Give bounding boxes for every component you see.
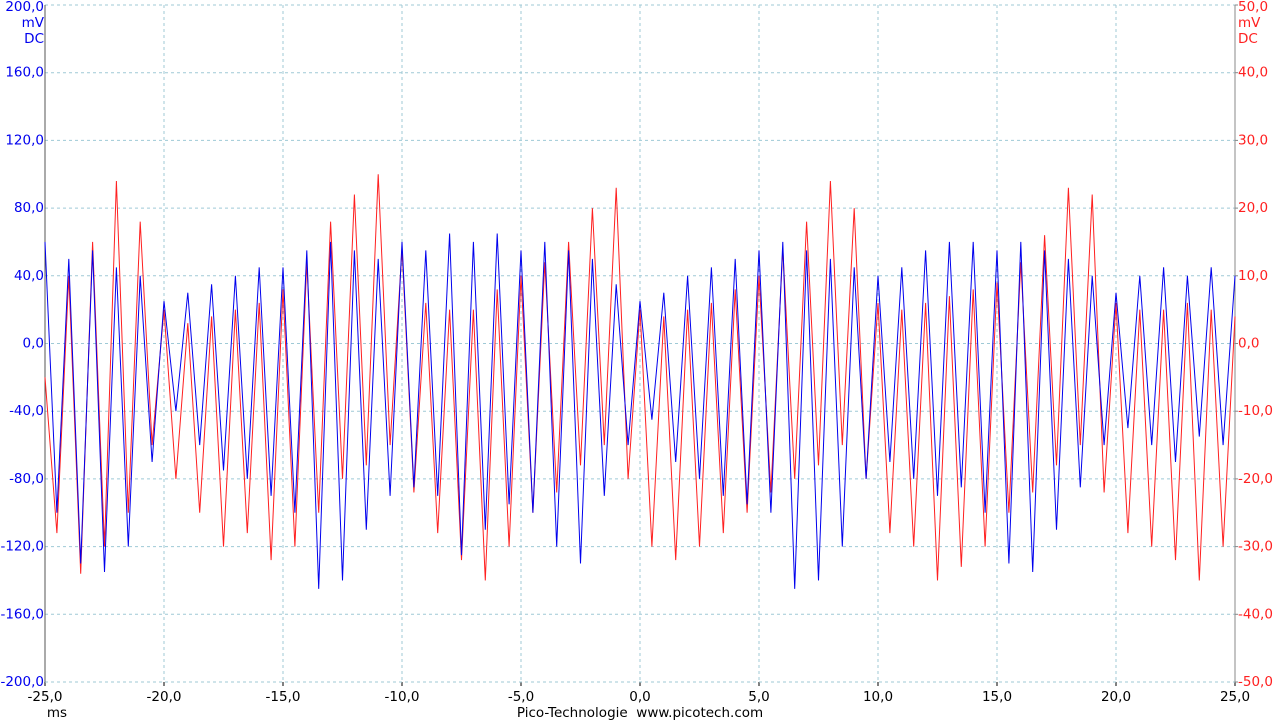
y-tick-label: -40,0 [9, 403, 44, 419]
y2-tick-label: 30,0 [1238, 132, 1268, 148]
y-tick-label: -160,0 [0, 606, 44, 622]
y2-tick-label: 10,0 [1238, 268, 1268, 284]
y-tick-label: 200,0 [5, 0, 44, 15]
y2-tick-label: -10,0 [1238, 403, 1273, 419]
y2-tick-label: 0,0 [1238, 336, 1259, 352]
x-tick-label: -10,0 [385, 689, 420, 705]
x-tick-label: 10,0 [863, 689, 893, 705]
footer: Pico-Technologie www.picotech.com [517, 705, 763, 720]
signal-trace [44, 233, 1236, 589]
y-tick-label: 40,0 [14, 268, 44, 284]
x-tick-label: -25,0 [28, 689, 63, 705]
y2-unit: mV [1238, 15, 1261, 31]
y2-tick-label: -40,0 [1238, 606, 1273, 622]
y-coupling: DC [24, 31, 44, 47]
y-tick-label: 160,0 [5, 65, 44, 81]
signal-trace [44, 174, 1236, 581]
y-tick-label: -80,0 [9, 471, 44, 487]
x-tick-label: 5,0 [748, 689, 769, 705]
y2-tick-label: 50,0 [1238, 0, 1268, 15]
y-tick-label: 120,0 [5, 132, 44, 148]
x-tick-label: 25,0 [1220, 689, 1250, 705]
x-tick-label: 20,0 [1101, 689, 1131, 705]
y-tick-label: -120,0 [0, 539, 44, 555]
x-tick-label: -15,0 [266, 689, 301, 705]
y2-tick-label: 20,0 [1238, 200, 1268, 216]
y2-tick-label: -30,0 [1238, 539, 1273, 555]
x-unit: ms [47, 705, 67, 720]
x-tick-label: 0,0 [629, 689, 650, 705]
x-tick-label: 15,0 [982, 689, 1012, 705]
y-unit: mV [22, 15, 45, 31]
y2-coupling: DC [1238, 31, 1258, 47]
x-tick-label: -5,0 [508, 689, 534, 705]
x-tick-label: -20,0 [147, 689, 182, 705]
y2-tick-label: -20,0 [1238, 471, 1273, 487]
y-tick-label: 0,0 [23, 336, 44, 352]
y2-tick-label: 40,0 [1238, 65, 1268, 81]
y2-tick-label: -50,0 [1238, 674, 1273, 690]
y-tick-label: -200,0 [0, 674, 44, 690]
y-tick-label: 80,0 [14, 200, 44, 216]
